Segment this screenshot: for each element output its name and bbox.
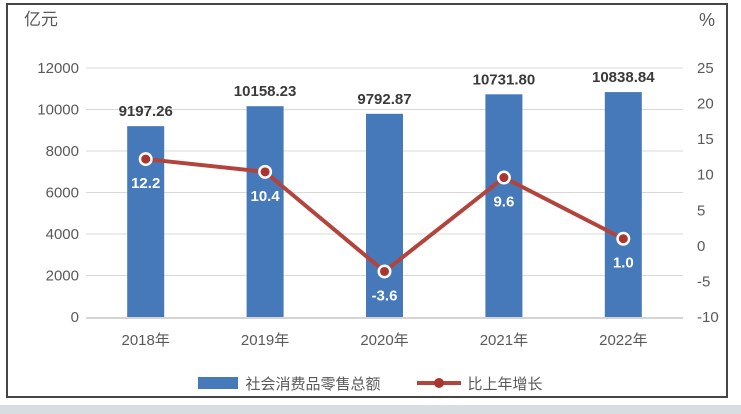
left-axis-tick-label: 12000 — [37, 60, 79, 77]
growth-value-label: 12.2 — [131, 175, 160, 192]
bottom-strip — [0, 405, 741, 414]
right-axis-unit-label: % — [699, 10, 716, 30]
right-axis-tick-label: 5 — [697, 202, 705, 219]
legend-line-label: 比上年增长 — [467, 375, 543, 393]
line-marker — [499, 173, 509, 183]
line-series-swatch-icon — [416, 377, 461, 389]
right-axis-tick-label: -5 — [697, 273, 710, 290]
x-axis-category-label: 2019年 — [241, 332, 289, 349]
growth-value-label: 1.0 — [613, 255, 634, 272]
bar-2019年 — [246, 106, 284, 317]
x-axis-category-label: 2022年 — [599, 332, 647, 349]
growth-value-label: -3.6 — [372, 287, 398, 304]
left-axis-tick-label: 10000 — [37, 102, 79, 119]
left-axis-tick-label: 4000 — [46, 226, 79, 243]
bar-value-label: 9792.87 — [357, 91, 411, 108]
left-axis-tick-label: 2000 — [46, 268, 79, 285]
growth-value-label: 9.6 — [493, 194, 514, 211]
legend-bar-label: 社会消费品零售总额 — [245, 375, 381, 393]
right-axis-tick-label: 20 — [697, 96, 714, 113]
x-axis-category-label: 2021年 — [480, 332, 528, 349]
left-axis-tick-label: 6000 — [46, 185, 79, 202]
right-axis-tick-label: -10 — [697, 309, 719, 326]
bar-value-label: 9197.26 — [119, 103, 173, 120]
bar-value-label: 10158.23 — [234, 83, 297, 100]
bar-2022年 — [604, 92, 642, 317]
x-axis-category-label: 2018年 — [122, 332, 170, 349]
left-axis-tick-label: 8000 — [46, 143, 79, 160]
right-axis-tick-label: 10 — [697, 167, 714, 184]
legend-item-line-series: 比上年增长 — [416, 373, 543, 394]
legend-item-bar-series: 社会消费品零售总额 — [198, 373, 381, 394]
bar-value-label: 10838.84 — [592, 69, 655, 86]
legend: 社会消费品零售总额 比上年增长 — [0, 372, 741, 394]
bar-value-label: 10731.80 — [473, 71, 536, 88]
left-axis-tick-label: 0 — [71, 309, 79, 326]
bar-series-swatch-icon — [198, 377, 239, 389]
x-axis-category-label: 2020年 — [360, 332, 408, 349]
line-marker — [260, 167, 270, 177]
bar-2021年 — [485, 94, 523, 317]
right-axis-tick-label: 15 — [697, 131, 714, 148]
growth-value-label: 10.4 — [250, 188, 280, 205]
line-marker — [141, 154, 151, 164]
right-axis-tick-label: 25 — [697, 60, 714, 77]
bar-2020年 — [366, 113, 403, 318]
left-axis-unit-label: 亿元 — [24, 10, 58, 29]
line-marker — [618, 234, 628, 244]
right-axis-tick-label: 0 — [697, 238, 705, 255]
line-marker — [380, 266, 389, 276]
